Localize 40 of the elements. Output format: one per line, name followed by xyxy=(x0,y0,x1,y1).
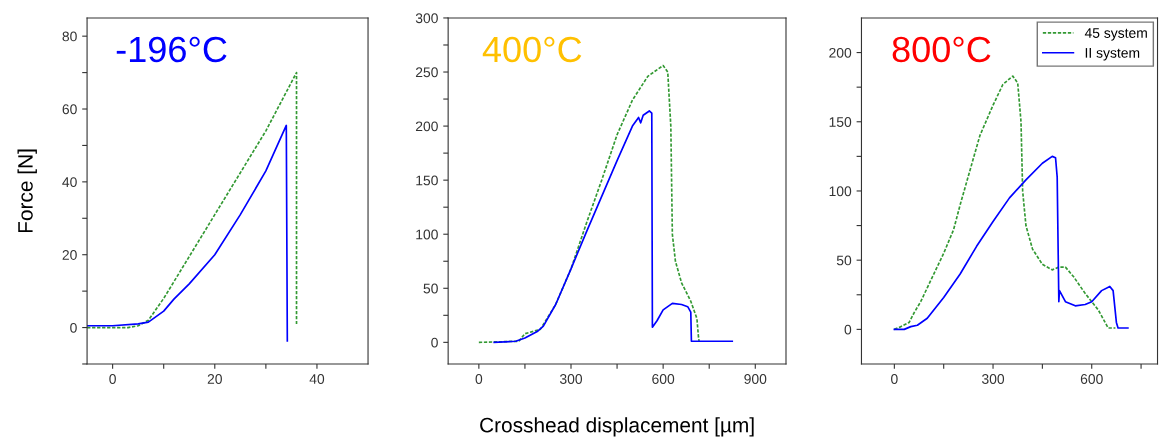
y-tick-label: 20 xyxy=(62,250,77,260)
y-tick-label: 80 xyxy=(62,31,77,42)
x-tick-label: 300 xyxy=(559,374,583,384)
x-tick-label: 300 xyxy=(981,374,1005,384)
line-series xyxy=(87,124,289,342)
x-tick-label: 0 xyxy=(109,374,116,384)
y-tick-label: 200 xyxy=(829,47,852,58)
legend-label: 45 system xyxy=(1084,28,1147,41)
y-tick-label: 100 xyxy=(829,186,852,197)
line-series xyxy=(493,110,734,344)
y-axis-title: Force [N] xyxy=(17,149,37,233)
line-series xyxy=(893,75,1117,331)
x-tick-label: 0 xyxy=(475,374,483,384)
y-tick-label: 0 xyxy=(844,324,852,335)
annotation: 800°C xyxy=(892,36,991,63)
x-tick-label: 600 xyxy=(652,374,675,384)
y-tick-label: 150 xyxy=(416,175,438,186)
y-tick-label: 0 xyxy=(431,337,438,348)
x-tick-label: 600 xyxy=(1080,374,1103,384)
line-series xyxy=(87,71,298,329)
x-tick-label: 0 xyxy=(891,374,898,384)
x-tick-label: 900 xyxy=(744,374,767,384)
y-tick-label: 250 xyxy=(415,67,438,78)
annotation: -196°C xyxy=(116,36,227,63)
x-axis-title: Crosshead displacement [µm] xyxy=(480,417,754,437)
annotation: 400°C xyxy=(482,36,582,63)
y-tick-label: 50 xyxy=(423,283,438,294)
y-tick-label: 60 xyxy=(62,104,77,115)
line-series xyxy=(478,64,700,344)
y-tick-label: 50 xyxy=(836,255,852,266)
y-tick-label: 300 xyxy=(415,13,438,24)
x-tick-label: 20 xyxy=(207,374,222,384)
line-series xyxy=(893,155,1129,331)
y-tick-label: 0 xyxy=(70,322,77,333)
y-tick-label: 40 xyxy=(62,177,77,188)
y-tick-label: 100 xyxy=(416,229,438,240)
x-tick-label: 40 xyxy=(309,374,325,384)
y-tick-label: 150 xyxy=(829,117,852,127)
y-tick-label: 200 xyxy=(415,121,438,132)
legend-label: II system xyxy=(1085,48,1140,61)
